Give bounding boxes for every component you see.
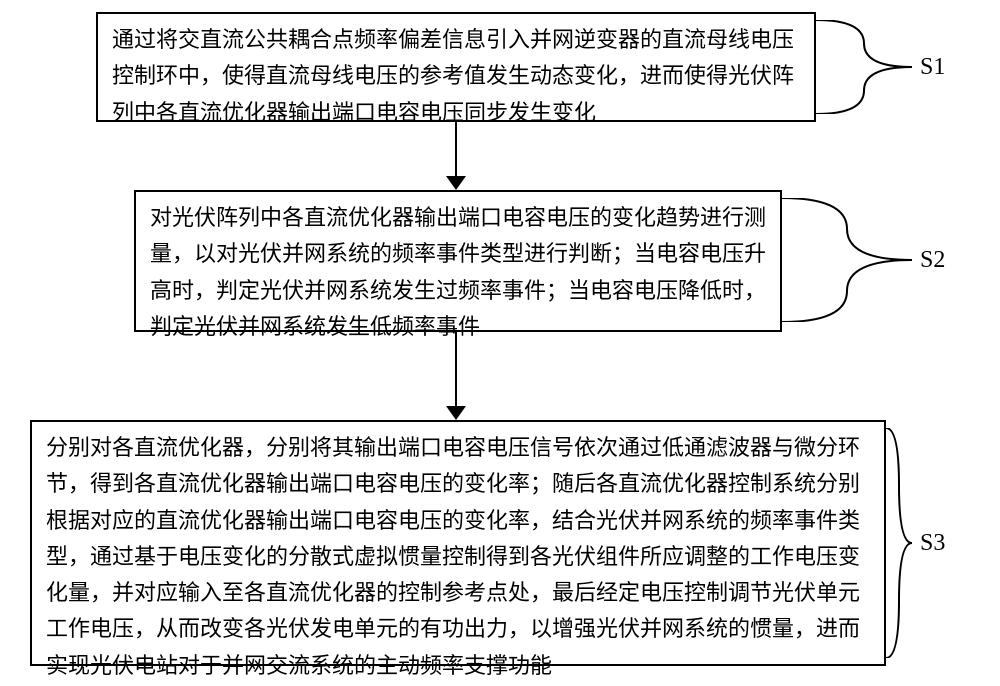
step-box-s2: 对光伏阵列中各直流优化器输出端口电容电压的变化趋势进行测量，以对光伏并网系统的频… bbox=[134, 190, 782, 332]
step-box-s3: 分别对各直流优化器，分别将其输出端口电容电压信号依次通过低通滤波器与微分环节，得… bbox=[30, 420, 886, 666]
step-label-s2: S2 bbox=[920, 247, 945, 274]
step-text-s2: 对光伏阵列中各直流优化器输出端口电容电压的变化趋势进行测量，以对光伏并网系统的频… bbox=[150, 205, 766, 339]
brace-s1 bbox=[816, 20, 912, 114]
step-text-s1: 通过将交直流公共耦合点频率偏差信息引入并网逆变器的直流母线电压控制环中，使得直流… bbox=[112, 27, 794, 125]
step-text-s3: 分别对各直流优化器，分别将其输出端口电容电压信号依次通过低通滤波器与微分环节，得… bbox=[46, 435, 860, 678]
flowchart-root: 通过将交直流公共耦合点频率偏差信息引入并网逆变器的直流母线电压控制环中，使得直流… bbox=[0, 0, 1000, 686]
brace-s2 bbox=[782, 198, 912, 322]
step-label-s3: S3 bbox=[920, 530, 945, 557]
step-label-s1: S1 bbox=[920, 54, 945, 81]
step-box-s1: 通过将交直流公共耦合点频率偏差信息引入并网逆变器的直流母线电压控制环中，使得直流… bbox=[96, 12, 816, 122]
brace-s3 bbox=[886, 428, 912, 658]
